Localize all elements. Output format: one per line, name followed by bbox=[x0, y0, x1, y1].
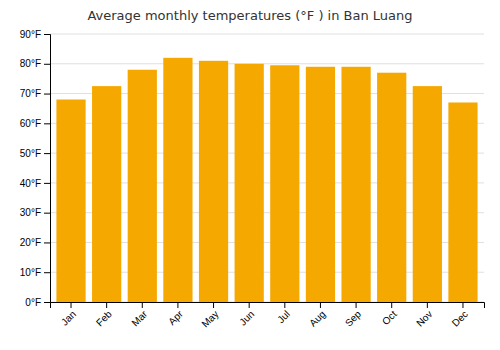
grid bbox=[50, 34, 484, 302]
x-tick-label: Dec bbox=[450, 308, 470, 328]
bars bbox=[56, 58, 477, 302]
y-tick-label: 10°F bbox=[20, 267, 41, 278]
y-tick: 0°F bbox=[25, 297, 50, 308]
x-tick: Feb bbox=[94, 302, 114, 328]
x-tick: Apr bbox=[166, 302, 185, 327]
x-tick: Aug bbox=[307, 302, 327, 329]
y-tick: 30°F bbox=[20, 207, 50, 218]
bar bbox=[270, 65, 299, 302]
x-tick-mark bbox=[71, 302, 72, 308]
bar bbox=[413, 86, 442, 302]
y-tick-mark bbox=[44, 34, 50, 35]
x-tick: Nov bbox=[414, 302, 434, 329]
x-tick: Jan bbox=[59, 302, 78, 328]
x-tick-mark bbox=[391, 302, 392, 308]
x-tick-mark bbox=[177, 302, 178, 308]
x-tick-mark bbox=[106, 302, 107, 308]
x-tick-mark bbox=[427, 302, 428, 308]
y-tick-label: 90°F bbox=[20, 29, 41, 40]
y-tick: 20°F bbox=[20, 237, 50, 248]
x-tick: Jul bbox=[275, 302, 292, 325]
title: Average monthly temperatures (°F ) in Ba… bbox=[87, 8, 412, 23]
bar bbox=[163, 58, 192, 302]
bar bbox=[92, 86, 121, 302]
y-tick-mark bbox=[44, 213, 50, 214]
y-tick-mark bbox=[44, 242, 50, 243]
x-tick-label: Jul bbox=[275, 308, 292, 325]
y-tick-label: 60°F bbox=[20, 118, 41, 129]
y-tick-mark bbox=[44, 94, 50, 95]
x-tick-label: Jun bbox=[237, 308, 256, 327]
x-tick-label: Sep bbox=[343, 308, 364, 329]
grid-line bbox=[50, 34, 484, 35]
y-tick: 50°F bbox=[20, 148, 50, 159]
y-tick-mark bbox=[44, 302, 50, 303]
x-tick: Jun bbox=[237, 302, 256, 328]
y-tick: 10°F bbox=[20, 267, 50, 278]
x-axis-line bbox=[51, 303, 485, 309]
y-tick-mark bbox=[44, 153, 50, 154]
x-tick-mark bbox=[462, 302, 463, 308]
y-tick-label: 0°F bbox=[25, 297, 41, 308]
bar bbox=[377, 73, 406, 302]
y-tick: 80°F bbox=[20, 58, 50, 69]
bar bbox=[128, 70, 157, 302]
x-axis: Jan Feb Mar Apr May Jun Jul Aug Sep Oct Nov Dec bbox=[51, 302, 485, 330]
bar bbox=[199, 61, 228, 302]
x-tick-label: Nov bbox=[414, 308, 434, 328]
x-tick-label: May bbox=[199, 308, 220, 329]
y-tick: 90°F bbox=[20, 29, 50, 40]
y-tick-label: 20°F bbox=[20, 237, 41, 248]
y-tick-mark bbox=[44, 123, 50, 124]
y-tick-label: 30°F bbox=[20, 207, 41, 218]
x-tick-mark bbox=[284, 302, 285, 308]
x-tick: Dec bbox=[450, 302, 470, 329]
y-tick-mark bbox=[44, 183, 50, 184]
x-tick: May bbox=[199, 302, 220, 330]
x-tick-label: Aug bbox=[307, 308, 327, 328]
x-tick: Sep bbox=[343, 302, 364, 329]
plot: Jan Feb Mar Apr May Jun Jul Aug Sep Oct Nov Dec 0°F 1… bbox=[20, 29, 485, 330]
bar bbox=[448, 102, 477, 302]
grid-line bbox=[50, 63, 484, 64]
bar bbox=[235, 64, 264, 302]
y-tick-label: 40°F bbox=[20, 178, 41, 189]
x-tick-label: Feb bbox=[94, 308, 114, 328]
bar bbox=[56, 100, 85, 302]
x-tick-mark bbox=[356, 302, 357, 308]
chart: Jan Feb Mar Apr May Jun Jul Aug Sep Oct Nov Dec 0°F 1… bbox=[0, 0, 500, 350]
x-tick-mark bbox=[213, 302, 214, 308]
x-tick: Oct bbox=[380, 302, 399, 327]
x-tick-mark bbox=[320, 302, 321, 308]
y-tick-label: 80°F bbox=[20, 58, 41, 69]
y-axis-line bbox=[44, 35, 51, 303]
x-tick-label: Jan bbox=[59, 308, 78, 327]
x-tick-mark bbox=[249, 302, 250, 308]
x-tick-mark bbox=[142, 302, 143, 308]
y-tick-mark bbox=[44, 64, 50, 65]
y-tick-label: 70°F bbox=[20, 88, 41, 99]
x-tick-label: Apr bbox=[166, 308, 185, 327]
y-tick: 60°F bbox=[20, 118, 50, 129]
x-tick-label: Mar bbox=[129, 308, 149, 328]
x-tick: Mar bbox=[129, 302, 149, 328]
y-tick: 40°F bbox=[20, 178, 50, 189]
bar bbox=[306, 67, 335, 302]
bar bbox=[341, 67, 370, 302]
y-tick: 70°F bbox=[20, 88, 50, 99]
x-tick-label: Oct bbox=[380, 308, 399, 327]
y-axis: 0°F 10°F 20°F 30°F 40°F 50°F 60°F 70°F 80°F 90°F bbox=[20, 29, 51, 308]
y-tick-label: 50°F bbox=[20, 148, 41, 159]
y-tick-mark bbox=[44, 272, 50, 273]
